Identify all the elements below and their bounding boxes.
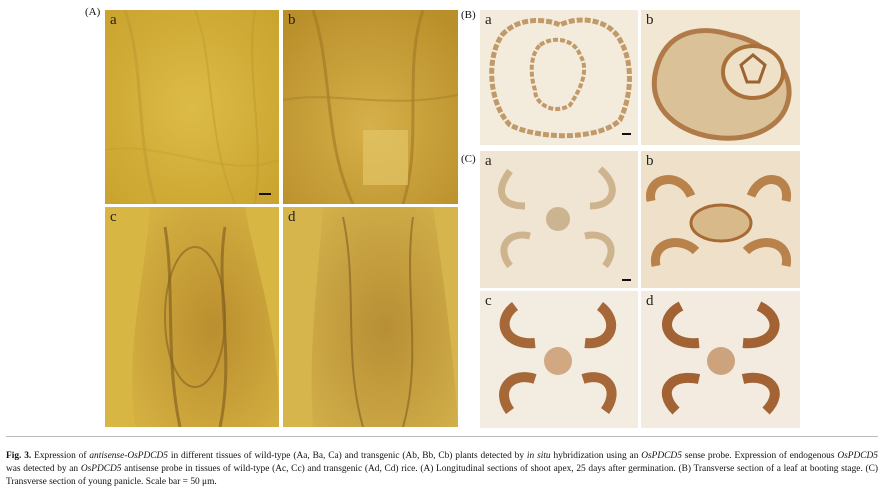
caption-fig-number: Fig. 3. (6, 451, 32, 462)
panel-b-label: (B) (461, 9, 476, 21)
scale-bar (259, 193, 271, 195)
panel-b-tile-b: b (641, 10, 800, 145)
panel-c-tile-d: d (641, 291, 800, 428)
panel-a-tile-c: c (105, 207, 279, 427)
caption-italic: antisense-OsPDCD5 (89, 451, 168, 462)
tile-letter: b (646, 12, 654, 28)
shoot-apex-image-a (105, 10, 279, 204)
panicle-section-image-b (641, 151, 800, 288)
scale-bar (622, 279, 631, 281)
shoot-apex-image-c (105, 207, 279, 427)
leaf-section-image-b (641, 10, 800, 145)
panel-a-tile-b: b (283, 10, 458, 204)
panicle-section-image-d (641, 291, 800, 428)
caption-italic: OsPDCD5 (80, 464, 122, 475)
shoot-apex-image-b (283, 10, 458, 204)
caption-text: antisense probe in tissues of wild-type … (6, 464, 878, 488)
caption-italic: OsPDCD5 (641, 451, 682, 462)
figure: (A) a (85, 6, 800, 428)
tile-letter: a (485, 12, 492, 28)
caption-text: Expression of (31, 451, 90, 462)
panel-b-tile-a: a (480, 10, 638, 145)
caption-text: was detected by an (6, 464, 81, 475)
caption-text: . (214, 477, 217, 488)
tile-letter: a (485, 153, 492, 169)
shoot-apex-image-d (283, 207, 458, 427)
tile-letter: c (485, 293, 492, 309)
caption-divider (6, 436, 878, 437)
caption-italic: in situ (526, 451, 551, 462)
tile-letter: b (288, 12, 296, 28)
caption-text: in different tissues of wild-type (Aa, B… (167, 451, 527, 462)
panel-c-tile-c: c (480, 291, 638, 428)
panel-a-label: (A) (85, 6, 101, 18)
tile-letter: d (646, 293, 654, 309)
caption-text: hybridization using an (550, 451, 642, 462)
tile-letter: d (288, 209, 296, 225)
scale-bar (622, 133, 631, 135)
caption-unit: μm (202, 477, 215, 488)
panel-c-tile-a: a (480, 151, 638, 288)
figure-caption: Fig. 3. Expression of antisense-OsPDCD5 … (6, 450, 878, 489)
panel-c-tile-b: b (641, 151, 800, 288)
leaf-section-image-a (480, 10, 638, 145)
caption-italic: OsPDCD5 (837, 451, 878, 462)
panel-a-tile-d: d (283, 207, 458, 427)
tile-letter: a (110, 12, 117, 28)
tile-letter: c (110, 209, 117, 225)
panicle-section-image-a (480, 151, 638, 288)
panel-a-tile-a: a (105, 10, 279, 204)
panicle-section-image-c (480, 291, 638, 428)
panel-c-label: (C) (461, 153, 476, 165)
caption-text: sense probe. Expression of endogenous (681, 451, 838, 462)
tile-letter: b (646, 153, 654, 169)
